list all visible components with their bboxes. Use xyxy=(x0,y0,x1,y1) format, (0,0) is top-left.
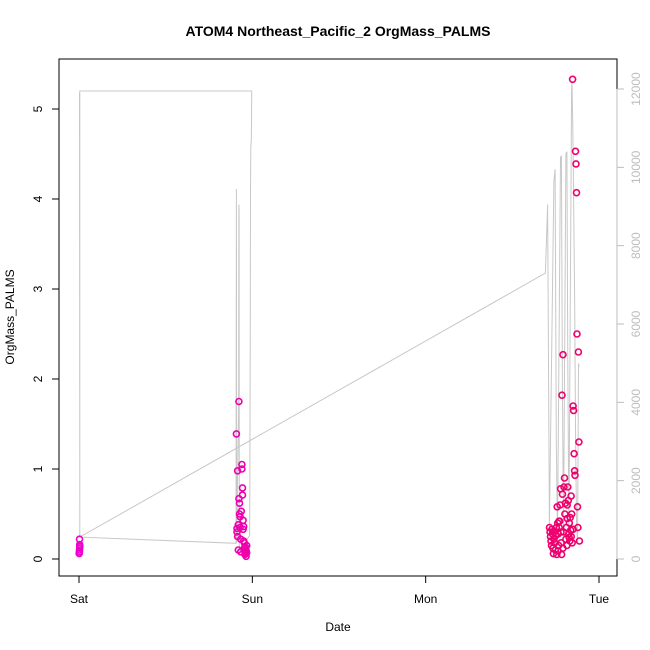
data-point xyxy=(235,397,243,406)
points-layer xyxy=(75,75,584,561)
data-point xyxy=(238,484,247,492)
data-point xyxy=(571,471,579,480)
data-point xyxy=(558,391,566,400)
y-tick-label: 4 xyxy=(31,195,45,202)
data-point xyxy=(563,483,572,491)
axis-layer: Sat Sun Mon Tue 0 1 2 3 4 5 0 2000 4000 6000 8000 10000… xyxy=(31,72,643,606)
data-point xyxy=(238,491,247,499)
plot-frame xyxy=(58,58,618,577)
data-point xyxy=(76,542,84,551)
y2-tick-label: 10000 xyxy=(629,150,643,184)
data-point xyxy=(568,538,577,547)
x-tick-label: Sat xyxy=(70,592,89,606)
data-point xyxy=(570,466,579,475)
data-point xyxy=(567,510,576,518)
data-point xyxy=(233,466,242,475)
data-point xyxy=(568,75,577,84)
data-point xyxy=(558,490,567,499)
data-point xyxy=(237,507,246,516)
data-point xyxy=(232,430,241,438)
data-point xyxy=(565,533,573,542)
data-point xyxy=(567,492,575,500)
data-point xyxy=(239,522,248,531)
y-tick-label: 3 xyxy=(31,285,45,292)
data-point xyxy=(569,402,577,410)
data-point xyxy=(572,188,581,197)
y2-tick-label: 12000 xyxy=(629,72,643,106)
data-point xyxy=(555,517,563,526)
data-point xyxy=(574,348,583,356)
y2-tick-label: 4000 xyxy=(629,389,643,416)
y-tick-label: 2 xyxy=(31,375,45,382)
x-axis-title: Date xyxy=(325,620,351,634)
y2-tick-label: 6000 xyxy=(629,310,643,337)
data-point xyxy=(573,330,581,338)
data-point xyxy=(563,501,572,509)
data-point xyxy=(559,544,567,553)
y-axis-title: OrgMass_PALMS xyxy=(3,269,17,364)
data-point xyxy=(238,465,246,473)
altitude-series-line xyxy=(78,83,580,553)
y-tick-label: 5 xyxy=(31,105,45,112)
data-point xyxy=(242,548,251,557)
y2-tick-label: 2000 xyxy=(629,467,643,494)
x-tick-label: Sun xyxy=(242,592,263,606)
y-tick-label: 0 xyxy=(31,555,45,562)
y2-tick-label: 8000 xyxy=(629,232,643,259)
data-point xyxy=(569,525,577,534)
x-tick-label: Tue xyxy=(589,592,610,606)
data-point xyxy=(572,160,580,168)
data-point xyxy=(569,406,578,415)
data-point xyxy=(235,499,244,508)
data-point xyxy=(573,502,582,511)
data-point xyxy=(559,350,567,359)
chart-title: ATOM4 Northeast_Pacific_2 OrgMass_PALMS xyxy=(186,23,491,39)
data-point xyxy=(560,474,569,482)
data-point xyxy=(552,523,561,532)
data-point xyxy=(560,483,568,491)
data-point xyxy=(557,528,565,536)
data-point xyxy=(566,513,575,522)
data-point xyxy=(552,550,561,559)
data-point xyxy=(575,537,584,545)
data-point xyxy=(575,438,583,446)
y-tick-label: 1 xyxy=(31,465,45,472)
y2-tick-label: 0 xyxy=(629,555,643,562)
data-point xyxy=(238,460,246,469)
data-point xyxy=(242,541,251,550)
altitude-layer xyxy=(78,83,580,553)
data-point xyxy=(571,147,580,156)
data-point xyxy=(570,449,578,458)
x-tick-label: Mon xyxy=(414,592,437,606)
